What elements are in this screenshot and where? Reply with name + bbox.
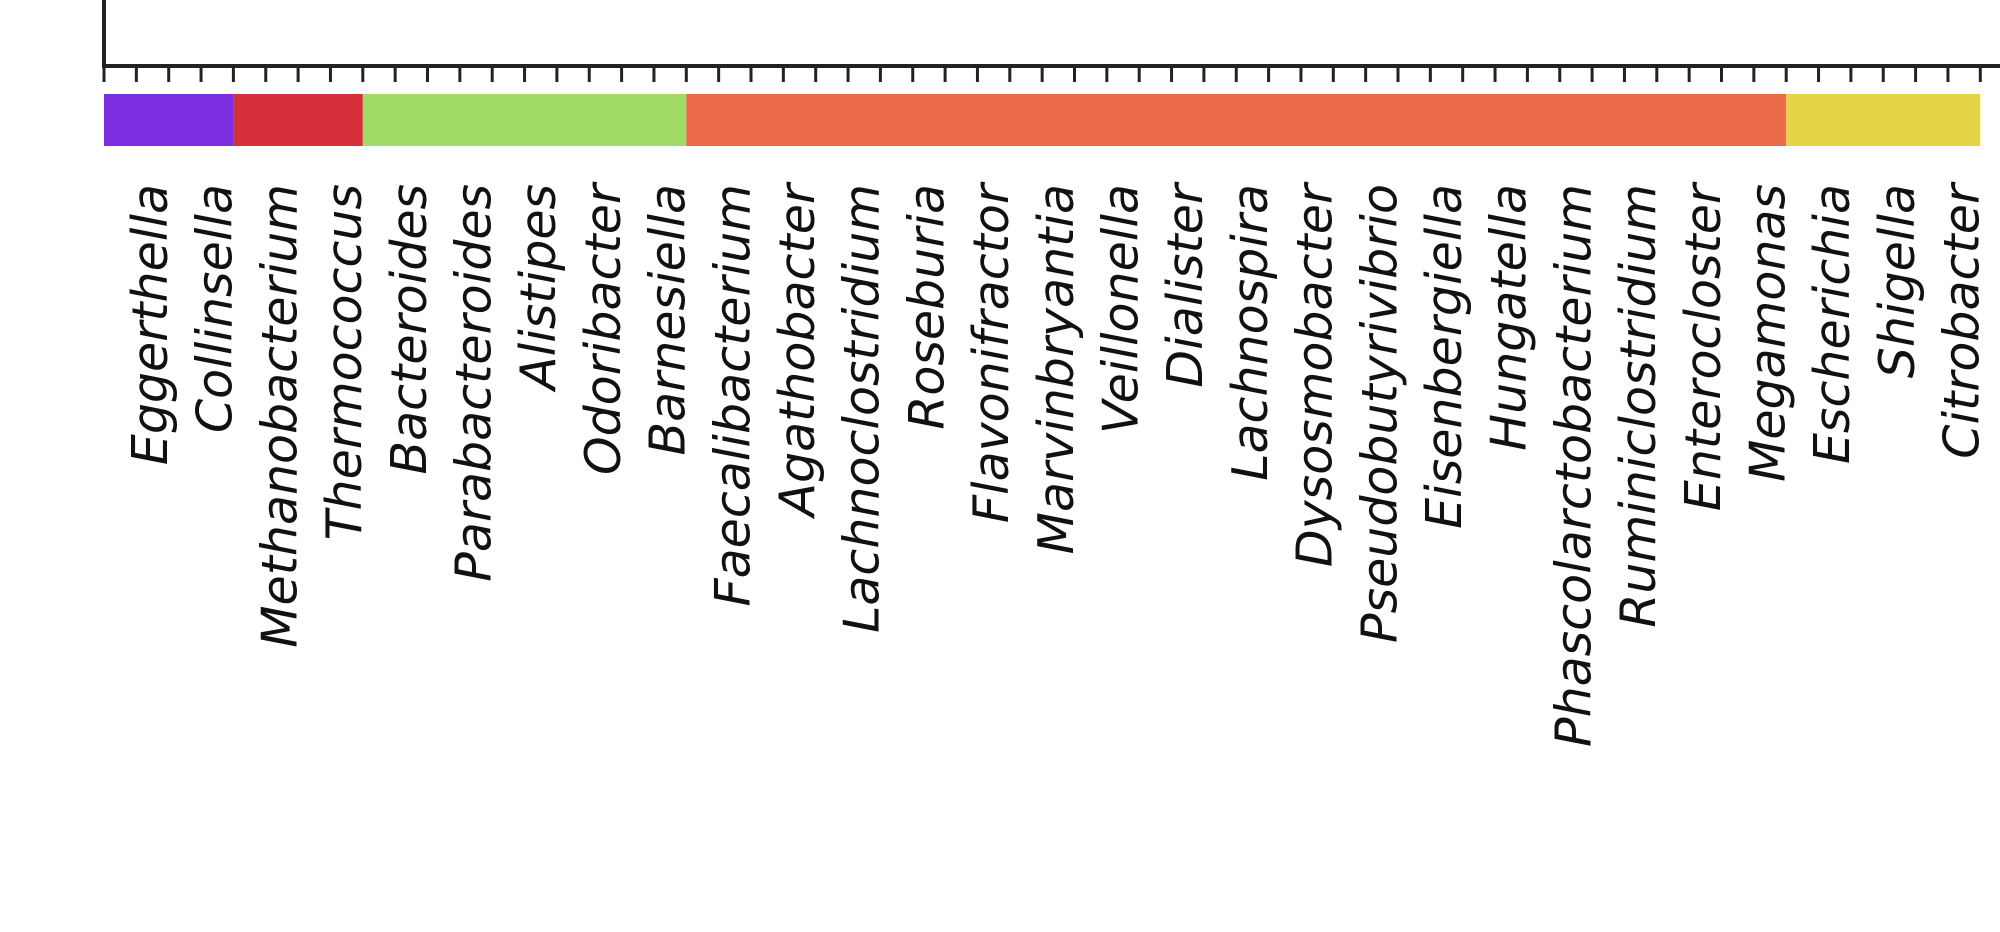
x-tick-label: Flavonifractor bbox=[963, 181, 1020, 523]
x-tick-label: Alistipes bbox=[510, 184, 567, 393]
x-tick-label: Dialister bbox=[1157, 181, 1214, 387]
x-tick-label: Veillonella bbox=[1093, 184, 1150, 434]
x-tick-label: Dysosmobacter bbox=[1287, 181, 1344, 567]
x-tick-label: Enterocloster bbox=[1675, 181, 1732, 511]
x-tick-label: Ruminiclostridium bbox=[1610, 184, 1667, 628]
x-tick-label: Thermococcus bbox=[316, 184, 373, 540]
x-tick-label: Lachnoclostridium bbox=[834, 184, 891, 633]
x-tick-label: Methanobacterium bbox=[251, 184, 308, 648]
x-tick-label: Eggerthella bbox=[122, 184, 179, 465]
x-tick-label: Roseburia bbox=[898, 184, 955, 430]
group-color-segment bbox=[686, 94, 1787, 146]
x-tick-label: Collinsella bbox=[187, 184, 244, 433]
x-axis-ticks bbox=[102, 66, 1982, 82]
x-tick-label: Megamonas bbox=[1740, 184, 1797, 482]
group-color-segment bbox=[104, 94, 234, 146]
x-tick-label: Phascolarctobacterium bbox=[1545, 184, 1602, 747]
x-tick-labels: Eggerthella Collinsella Methanobacterium Th… bbox=[122, 181, 1991, 747]
x-tick-label: Shigella bbox=[1869, 184, 1926, 378]
x-tick-label: Marvinbryantia bbox=[1028, 184, 1085, 554]
x-tick-label: Odoribacter bbox=[575, 181, 632, 475]
x-tick-label: Escherichia bbox=[1804, 184, 1861, 464]
x-tick-label: Bacteroides bbox=[381, 184, 438, 474]
group-color-segment bbox=[1786, 94, 1981, 146]
plot-frame bbox=[102, 0, 2000, 68]
x-tick-label: Hungatella bbox=[1481, 184, 1538, 451]
x-tick-label: Lachnospira bbox=[1222, 184, 1279, 481]
group-color-segment bbox=[233, 94, 363, 146]
x-tick-label: Barnesiella bbox=[640, 184, 697, 456]
x-tick-label: Faecalibacterium bbox=[704, 184, 761, 607]
x-tick-label: Agathobacter bbox=[769, 181, 826, 519]
group-color-segment bbox=[362, 94, 687, 146]
x-tick-label: Eisenbergiella bbox=[1416, 184, 1473, 529]
x-tick-label: Parabacteroides bbox=[446, 184, 503, 582]
group-color-bar bbox=[104, 94, 1981, 146]
x-tick-label: Pseudobutyrivibrio bbox=[1351, 184, 1408, 643]
x-tick-label: Citrobacter bbox=[1934, 181, 1991, 459]
